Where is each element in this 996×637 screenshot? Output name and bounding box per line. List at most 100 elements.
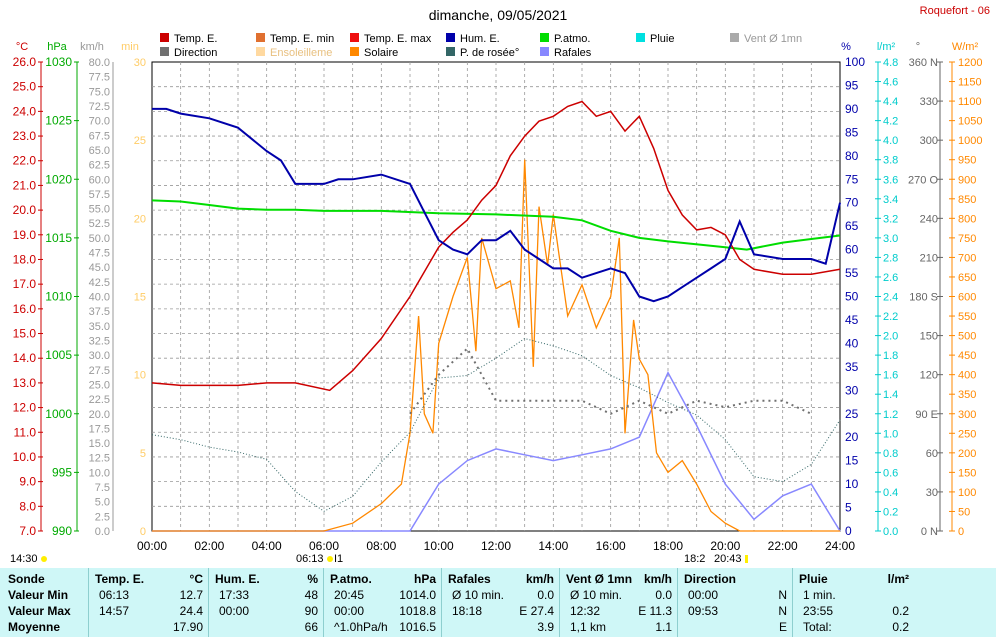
rain-tick-label: 3.4 xyxy=(883,194,898,206)
wind-tick-label: 65.0 xyxy=(89,145,110,157)
wind-tick-label: 52.5 xyxy=(89,218,110,230)
legend-swatch xyxy=(446,33,455,42)
chart-title: dimanche, 09/05/2021 xyxy=(429,7,568,23)
x-tick-label: 08:00 xyxy=(366,539,396,553)
x-tick-label: 12:00 xyxy=(481,539,511,553)
hum-tick-label: 70 xyxy=(845,196,859,210)
stats-time: 00:00 xyxy=(219,604,250,618)
wind-tick-label: 2.5 xyxy=(95,511,110,523)
rain-tick-label: 2.0 xyxy=(883,331,898,343)
stats-title: Rafales xyxy=(448,572,491,586)
stats-title: P.atmo. xyxy=(330,572,372,586)
stats-unit: hPa xyxy=(413,572,436,586)
stats-time: Total: xyxy=(803,620,832,634)
rain-tick-label: 1.6 xyxy=(883,370,898,382)
solar-tick-label: 1050 xyxy=(958,116,982,128)
marker-dot xyxy=(41,556,47,562)
stats-value: 0.2 xyxy=(892,620,909,634)
temp-tick-label: 20.0 xyxy=(13,203,37,217)
solar-tick-label: 150 xyxy=(958,467,976,479)
solar-tick-label: 650 xyxy=(958,272,976,284)
axis-unit: km/h xyxy=(80,41,104,53)
stats-value: E 27.4 xyxy=(519,604,554,618)
wind-tick-label: 45.0 xyxy=(89,262,110,274)
stats-value: E 11.3 xyxy=(638,604,672,618)
solar-tick-label: 700 xyxy=(958,252,976,264)
x-tick-label: 16:00 xyxy=(596,539,626,553)
series-line-direction xyxy=(409,347,812,415)
axis-unit: % xyxy=(841,41,851,53)
dir-tick-label: 180 S xyxy=(909,292,938,304)
stats-label-avg: Moyenne xyxy=(8,620,61,634)
stats-value: 90 xyxy=(304,604,318,618)
temp-tick-label: 25.0 xyxy=(13,80,37,94)
hum-tick-label: 85 xyxy=(845,125,859,139)
solar-tick-label: 350 xyxy=(958,389,976,401)
wind-tick-label: 17.5 xyxy=(89,423,110,435)
wind-tick-label: 25.0 xyxy=(89,379,110,391)
legend: Temp. E. Direction Temp. E. min Ensoleillem… xyxy=(160,33,802,59)
legend-label: P.atmo. xyxy=(554,33,591,45)
temp-tick-label: 8.0 xyxy=(19,499,36,513)
solar-tick-label: 1100 xyxy=(958,96,982,108)
legend-swatch xyxy=(730,33,739,42)
stats-value: 66 xyxy=(304,620,318,634)
temp-tick-label: 14.0 xyxy=(13,351,37,365)
stats-col-hum: Hum. E.% 17:33 48 00:00 90 66 xyxy=(208,568,324,637)
dir-tick-label: 0 N xyxy=(921,526,938,538)
stats-value: 1018.8 xyxy=(399,604,436,618)
legend-label: Hum. E. xyxy=(460,33,500,45)
series-line-hum-e- xyxy=(152,107,841,303)
wind-tick-label: 20.0 xyxy=(89,409,110,421)
hum-tick-label: 40 xyxy=(845,336,859,350)
temp-tick-label: 9.0 xyxy=(19,475,36,489)
rain-tick-label: 1.0 xyxy=(883,428,898,440)
marker-dot xyxy=(327,556,333,562)
stats-time: 23:55 xyxy=(803,604,834,618)
stats-time: ^1.0hPa/h xyxy=(334,620,388,634)
stats-time: 06:13 xyxy=(99,588,130,602)
wind-tick-label: 75.0 xyxy=(89,86,110,98)
stats-value: 24.4 xyxy=(179,604,203,618)
hum-tick-label: 10 xyxy=(845,477,859,491)
wind-tick-label: 10.0 xyxy=(89,467,110,479)
x-tick-label: 20:00 xyxy=(710,539,740,553)
wind-tick-label: 40.0 xyxy=(89,292,110,304)
min-tick-label: 0 xyxy=(140,526,146,538)
dir-tick-label: 150 xyxy=(920,331,938,343)
stats-value: 17.90 xyxy=(172,620,203,634)
plot-area xyxy=(151,100,841,532)
wind-tick-label: 12.5 xyxy=(89,453,110,465)
hum-tick-label: 15 xyxy=(845,454,859,468)
solar-tick-label: 450 xyxy=(958,350,976,362)
stats-value: 0.0 xyxy=(537,588,554,602)
rain-tick-label: 3.8 xyxy=(883,155,898,167)
temp-tick-label: 15.0 xyxy=(13,327,37,341)
min-tick-label: 20 xyxy=(134,213,146,225)
rain-tick-label: 1.8 xyxy=(883,350,898,362)
stats-time: 12:32 xyxy=(570,604,601,618)
stats-label-max: Valeur Max xyxy=(8,604,71,618)
solar-tick-label: 500 xyxy=(958,331,976,343)
hum-tick-label: 25 xyxy=(845,407,859,421)
stats-panel: Sonde Valeur Min Valeur Max Moyenne Temp… xyxy=(0,568,996,637)
rain-tick-label: 2.6 xyxy=(883,272,898,284)
axis-unit: hPa xyxy=(47,41,67,53)
x-tick-label: 04:00 xyxy=(252,539,282,553)
press-tick-label: 1005 xyxy=(45,348,72,362)
legend-swatch xyxy=(350,47,359,56)
stats-time: Ø 10 min. xyxy=(570,588,623,602)
stats-time: Ø 10 min. xyxy=(452,588,505,602)
dir-tick-label: 360 N xyxy=(909,57,938,69)
x-tick-label: 22:00 xyxy=(768,539,798,553)
stats-col-gust: Rafales km/h Ø 10 min. 0.0 18:18 E 27.4 3.9 xyxy=(441,568,560,637)
legend-label: Temp. E. min xyxy=(270,33,334,45)
grid xyxy=(151,61,841,532)
rain-tick-label: 4.0 xyxy=(883,135,898,147)
min-tick-label: 15 xyxy=(134,292,146,304)
series-line-p-atmo- xyxy=(151,199,841,251)
x-tick-label: 14:00 xyxy=(538,539,568,553)
legend-label: P. de rosée° xyxy=(460,47,519,59)
stats-time: 18:18 xyxy=(452,604,483,618)
stats-sonde-title: Sonde xyxy=(8,572,45,586)
